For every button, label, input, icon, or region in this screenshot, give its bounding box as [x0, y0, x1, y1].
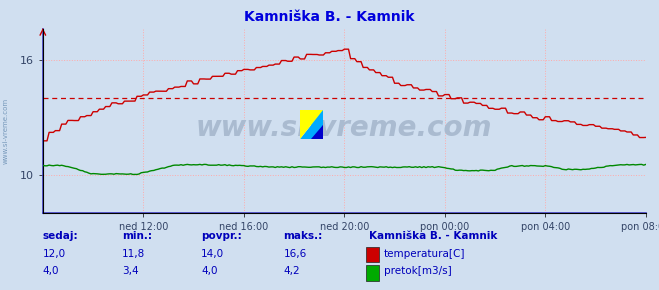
Text: 3,4: 3,4	[122, 266, 138, 276]
Text: Kamniška B. - Kamnik: Kamniška B. - Kamnik	[369, 231, 498, 241]
Polygon shape	[300, 110, 323, 139]
Text: 4,2: 4,2	[283, 266, 300, 276]
Text: 4,0: 4,0	[43, 266, 59, 276]
Bar	[312, 125, 323, 139]
Text: 16,6: 16,6	[283, 249, 306, 259]
Text: www.si-vreme.com: www.si-vreme.com	[2, 97, 9, 164]
Text: www.si-vreme.com: www.si-vreme.com	[196, 115, 492, 142]
Text: 11,8: 11,8	[122, 249, 145, 259]
Bar	[300, 125, 312, 139]
Text: Kamniška B. - Kamnik: Kamniška B. - Kamnik	[244, 10, 415, 24]
Text: pretok[m3/s]: pretok[m3/s]	[384, 266, 451, 276]
Text: povpr.:: povpr.:	[201, 231, 242, 241]
Polygon shape	[300, 110, 323, 139]
Polygon shape	[312, 125, 323, 139]
Text: 12,0: 12,0	[43, 249, 66, 259]
Text: temperatura[C]: temperatura[C]	[384, 249, 465, 259]
Text: maks.:: maks.:	[283, 231, 323, 241]
Text: sedaj:: sedaj:	[43, 231, 78, 241]
Bar	[300, 110, 312, 125]
Bar	[312, 110, 323, 125]
Text: 14,0: 14,0	[201, 249, 224, 259]
Text: min.:: min.:	[122, 231, 152, 241]
Text: 4,0: 4,0	[201, 266, 217, 276]
